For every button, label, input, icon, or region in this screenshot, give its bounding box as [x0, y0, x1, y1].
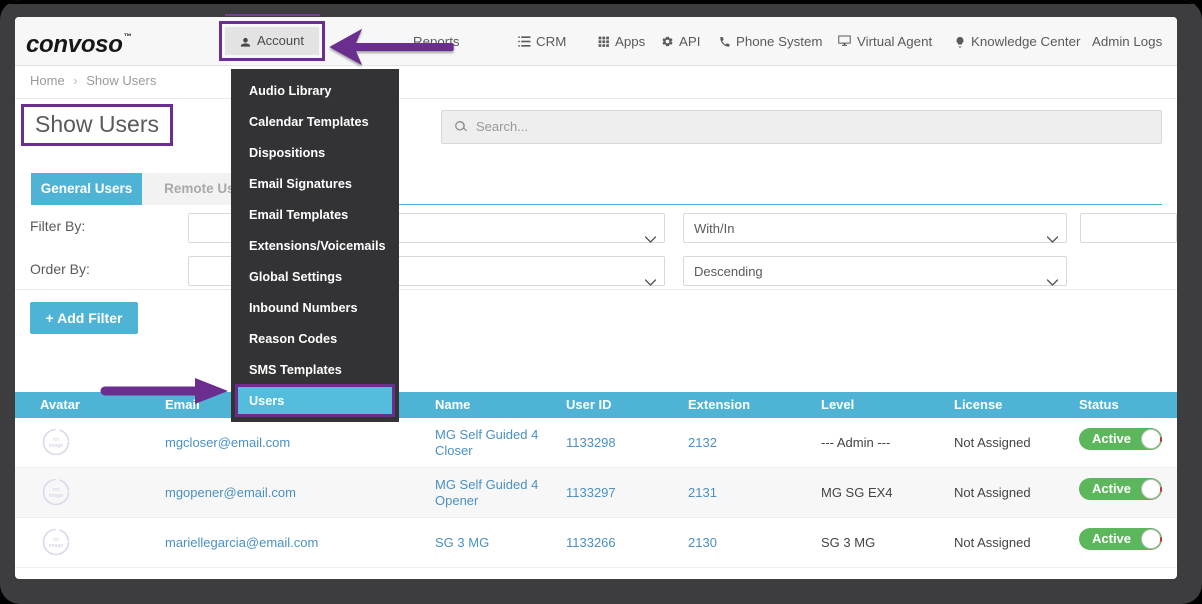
- svg-text:image: image: [49, 543, 63, 549]
- svg-text:image: image: [49, 443, 63, 449]
- svg-text:image: image: [49, 493, 63, 499]
